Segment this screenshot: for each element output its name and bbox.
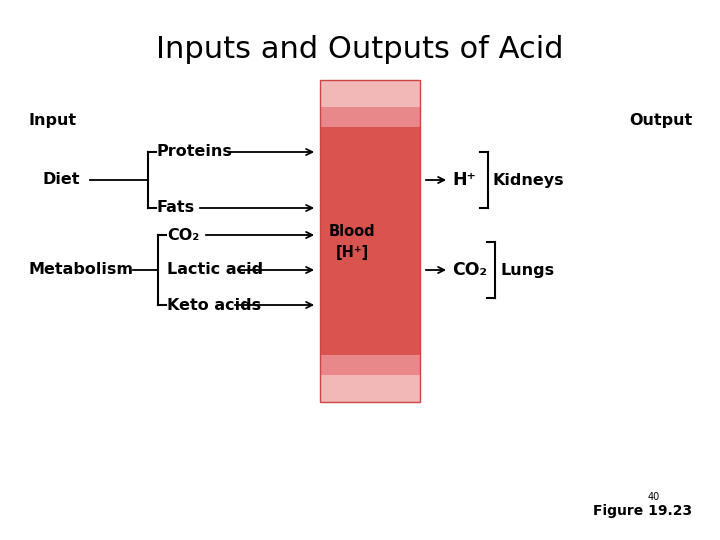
Text: CO₂: CO₂ xyxy=(452,261,487,279)
Text: [H⁺]: [H⁺] xyxy=(336,246,369,260)
Text: Fats: Fats xyxy=(157,200,195,215)
Text: Lactic acid: Lactic acid xyxy=(167,262,263,278)
Bar xyxy=(320,355,420,375)
Text: Keto acids: Keto acids xyxy=(167,298,261,313)
Bar xyxy=(320,375,420,402)
Text: Blood: Blood xyxy=(329,224,375,239)
Bar xyxy=(320,80,420,107)
Text: CO₂: CO₂ xyxy=(167,227,199,242)
Text: Lungs: Lungs xyxy=(500,262,554,278)
Text: Input: Input xyxy=(28,112,76,127)
Text: 40: 40 xyxy=(648,492,660,502)
Text: Proteins: Proteins xyxy=(157,145,233,159)
Bar xyxy=(320,107,420,126)
Text: Kidneys: Kidneys xyxy=(493,172,564,187)
Text: H⁺: H⁺ xyxy=(452,171,476,189)
Bar xyxy=(320,126,420,355)
Text: Diet: Diet xyxy=(42,172,79,187)
Bar xyxy=(320,80,420,402)
Text: Figure 19.23: Figure 19.23 xyxy=(593,504,692,518)
Text: Output: Output xyxy=(629,112,692,127)
Text: Inputs and Outputs of Acid: Inputs and Outputs of Acid xyxy=(156,35,564,64)
Text: Metabolism: Metabolism xyxy=(28,262,133,278)
